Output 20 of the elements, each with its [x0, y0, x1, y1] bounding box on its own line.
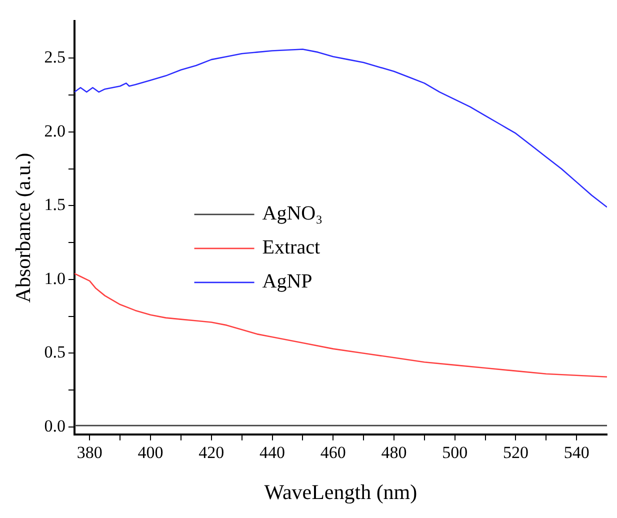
x-tick-label: 480 — [381, 443, 407, 462]
legend-label: AgNP — [262, 270, 312, 293]
x-tick-label: 500 — [442, 443, 468, 462]
x-axis-title: WaveLength (nm) — [264, 480, 418, 504]
x-tick-label: 520 — [502, 443, 528, 462]
x-tick-label: 540 — [564, 443, 590, 462]
x-tick-label: 440 — [260, 443, 286, 462]
x-tick-label: 460 — [320, 443, 346, 462]
y-axis-title: Absorbance (a.u.) — [11, 152, 36, 303]
x-tick-label: 420 — [198, 443, 224, 462]
y-tick-label: 1.0 — [44, 268, 66, 288]
x-tick-label: 400 — [138, 443, 164, 462]
y-tick-label: 2.5 — [44, 48, 66, 67]
y-tick-label: 0.0 — [44, 416, 66, 436]
y-tick-label: 1.5 — [44, 195, 66, 214]
y-tick-label: 2.0 — [44, 121, 66, 140]
legend-label: AgNO₃ — [262, 202, 323, 225]
y-tick-label: 0.5 — [44, 342, 66, 362]
legend-label: Extract — [262, 236, 320, 259]
x-tick-label: 380 — [76, 443, 102, 462]
